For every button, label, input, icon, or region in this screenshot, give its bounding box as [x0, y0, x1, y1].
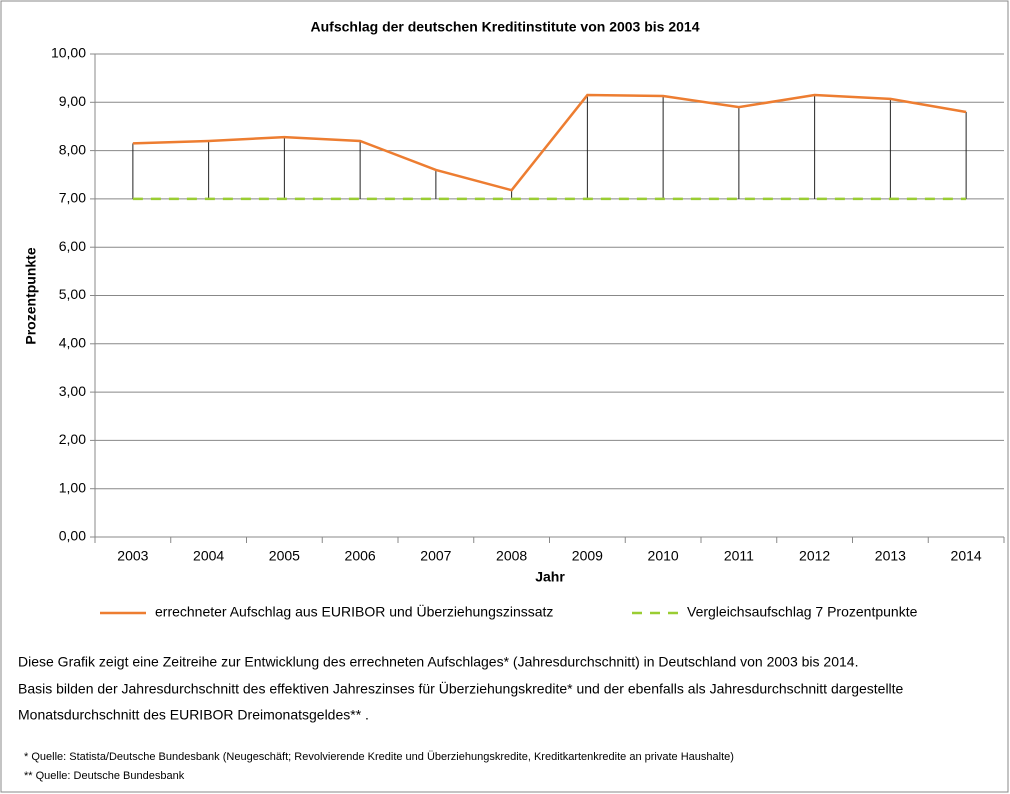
footnote: * Quelle: Statista/Deutsche Bundesbank (…: [24, 751, 734, 763]
y-tick-label: 4,00: [59, 335, 86, 351]
note: Basis bilden der Jahresdurchschnitt des …: [18, 680, 904, 697]
y-tick-label: 3,00: [59, 383, 86, 399]
x-tick-label: 2008: [496, 548, 527, 564]
y-tick-label: 0,00: [59, 528, 86, 544]
x-tick-label: 2003: [117, 548, 148, 564]
y-tick-label: 2,00: [59, 431, 86, 447]
x-tick-label: 2004: [193, 548, 224, 564]
legend-label: errechneter Aufschlag aus EURIBOR und Üb…: [155, 603, 553, 620]
x-tick-label: 2014: [951, 548, 982, 564]
y-tick-label: 6,00: [59, 238, 86, 254]
y-tick-label: 10,00: [51, 45, 86, 61]
y-tick-label: 1,00: [59, 479, 86, 495]
y-tick-label: 5,00: [59, 286, 86, 302]
x-axis-label: Jahr: [535, 569, 565, 585]
note: Diese Grafik zeigt eine Zeitreihe zur En…: [18, 654, 858, 670]
series-line: [132, 93, 967, 192]
y-axis-label: Prozentpunkte: [23, 247, 39, 344]
x-tick-label: 2013: [875, 548, 906, 564]
x-tick-label: 2010: [648, 548, 679, 564]
x-tick-label: 2012: [799, 548, 830, 564]
x-tick-label: 2007: [420, 548, 451, 564]
x-tick-label: 2009: [572, 548, 603, 564]
y-tick-label: 7,00: [59, 190, 86, 206]
note: Monatsdurchschnitt des EURIBOR Dreimonat…: [18, 707, 369, 723]
chart-title: Aufschlag der deutschen Kreditinstitute …: [311, 19, 700, 35]
x-tick-label: 2005: [269, 548, 300, 564]
y-tick-label: 9,00: [59, 93, 86, 109]
footnote: ** Quelle: Deutsche Bundesbank: [24, 770, 185, 782]
y-tick-label: 8,00: [59, 141, 86, 157]
x-tick-label: 2006: [345, 548, 376, 564]
legend-label: Vergleichsaufschlag 7 Prozentpunkte: [687, 604, 918, 620]
x-tick-label: 2011: [724, 548, 754, 564]
